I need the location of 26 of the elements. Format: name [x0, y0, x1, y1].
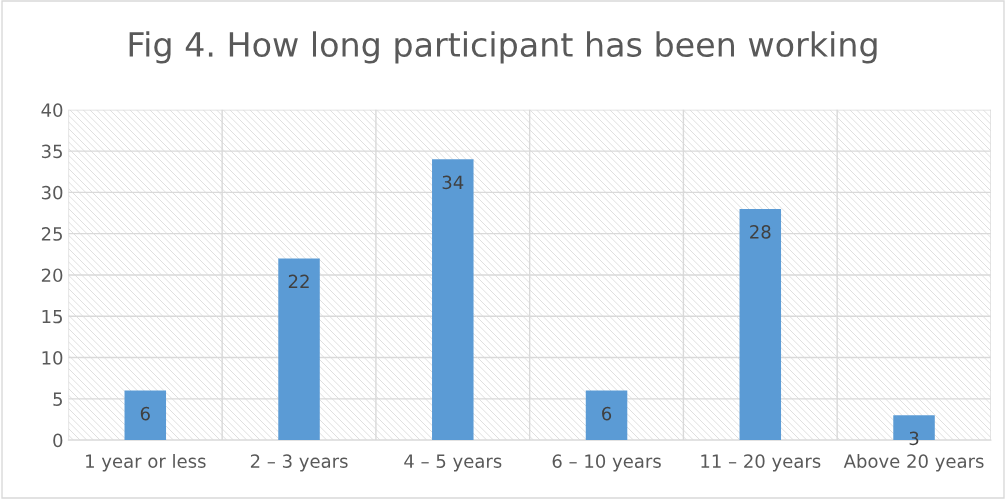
bar [278, 258, 320, 441]
y-tick-label: 20 [41, 268, 63, 283]
chart-title: Fig 4. How long participant has been working [129, 31, 877, 64]
data-label: 6 [602, 406, 612, 421]
x-tick-label: 11 – 20 years [701, 454, 821, 472]
data-label: 28 [750, 225, 771, 239]
data-label: 6 [140, 406, 150, 421]
y-tick-label: 25 [41, 227, 62, 241]
y-tick-label: 10 [42, 350, 63, 365]
y-tick-label: 35 [41, 144, 62, 159]
data-label: 34 [442, 175, 464, 190]
x-tick-label: 2 – 3 years [250, 454, 348, 472]
bar [432, 159, 474, 441]
y-tick-label: 40 [41, 103, 63, 117]
y-tick-label: 30 [41, 185, 63, 200]
y-tick-label: 0 [53, 433, 63, 448]
x-tick-label: 1 year or less [86, 454, 206, 472]
x-tick-label: 6 – 10 years [552, 454, 661, 472]
bar [124, 390, 167, 441]
y-tick-label: 15 [42, 309, 62, 324]
bar [585, 390, 628, 441]
x-tick-label: Above 20 years [843, 454, 984, 472]
y-tick-label: 5 [53, 392, 62, 406]
data-label: 22 [288, 274, 309, 289]
bar [739, 208, 782, 441]
x-tick-label: 4 – 5 years [404, 454, 502, 472]
